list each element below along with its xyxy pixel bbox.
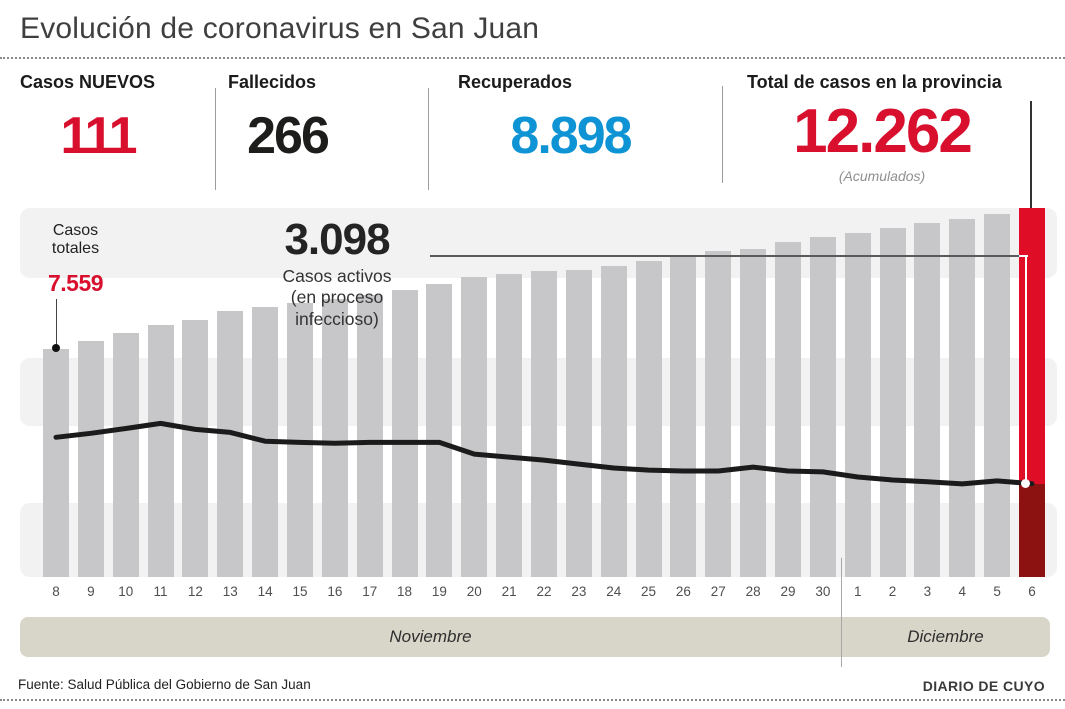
- source-credit: Fuente: Salud Pública del Gobierno de Sa…: [18, 677, 311, 692]
- callout-dot-active: [1021, 479, 1030, 488]
- bar-day-23: [565, 269, 592, 577]
- stat-value-new-cases: 111: [60, 107, 137, 165]
- x-tick-15: 15: [292, 584, 308, 599]
- x-tick-6: 6: [1028, 584, 1036, 599]
- month-december: Diciembre: [907, 627, 984, 646]
- bar-day-11: [147, 325, 174, 577]
- bar-day-9: [77, 341, 104, 577]
- stat-divider-3: [722, 86, 723, 183]
- x-tick-17: 17: [362, 584, 378, 599]
- chart: Casos totales 7.559 3.098 Casos activos …: [20, 200, 1057, 667]
- publisher-credit: DIARIO DE CUYO: [922, 678, 1045, 694]
- stat-note-accumulated: (Acumulados): [838, 168, 926, 184]
- bar-day-28: [740, 249, 767, 577]
- stat-label-new-cases: Casos NUEVOS: [20, 72, 156, 92]
- month-band: Noviembre Diciembre: [20, 617, 1050, 657]
- bar-day-29: [774, 242, 801, 577]
- x-tick-18: 18: [397, 584, 413, 599]
- bar-day-4: [949, 219, 976, 577]
- x-tick-29: 29: [780, 584, 796, 599]
- annotation-active-caption: Casos activos (en proceso infeccioso): [282, 266, 392, 329]
- stat-value-total: 12.262: [793, 97, 973, 166]
- page-title: Evolución de coronavirus en San Juan: [20, 12, 540, 45]
- x-tick-30: 30: [815, 584, 831, 599]
- annotation-total-cases-value: 7.559: [47, 270, 104, 296]
- bar-day-16: [321, 298, 348, 577]
- stat-label-total: Total de casos en la provincia: [747, 72, 1002, 92]
- callout-line-total: [1030, 101, 1032, 214]
- x-tick-2: 2: [888, 584, 897, 599]
- x-tick-8: 8: [52, 584, 60, 599]
- callout-line-first-bar: [56, 299, 57, 348]
- callout-line-active-white-v: [1025, 255, 1027, 483]
- annotation-active-value: 3.098: [284, 215, 390, 264]
- bar-day-15: [286, 302, 313, 577]
- x-tick-23: 23: [571, 584, 587, 599]
- x-tick-20: 20: [466, 584, 482, 599]
- x-tick-11: 11: [153, 584, 168, 599]
- stat-value-deaths: 266: [247, 107, 330, 165]
- x-tick-24: 24: [606, 584, 622, 599]
- bar-day-20: [461, 276, 488, 577]
- x-tick-1: 1: [853, 584, 862, 599]
- stat-label-recovered: Recuperados: [458, 72, 573, 92]
- bar-day-14: [252, 306, 279, 577]
- bar-day-24: [600, 265, 627, 577]
- month-november: Noviembre: [389, 627, 472, 646]
- x-tick-5: 5: [993, 584, 1001, 599]
- x-tick-10: 10: [118, 584, 134, 599]
- bar-day-1: [844, 233, 871, 577]
- bar-day-10: [112, 333, 139, 577]
- callout-dot-first-bar: [52, 344, 60, 352]
- bar-day-8: [43, 349, 69, 577]
- stat-divider-1: [215, 88, 216, 190]
- callout-line-active: [430, 255, 1019, 257]
- bar-day-5: [984, 214, 1011, 577]
- x-tick-16: 16: [327, 584, 343, 599]
- bar-inactive-segment: [1018, 483, 1045, 577]
- bar-day-26: [670, 255, 697, 577]
- callout-line-active-white-h: [1019, 255, 1028, 257]
- x-tick-3: 3: [923, 584, 932, 599]
- bar-day-30: [809, 236, 836, 577]
- bar-day-12: [182, 319, 209, 577]
- bar-day-3: [914, 223, 941, 577]
- annotation-total-cases-title: Casos totales: [51, 222, 100, 258]
- x-tick-22: 22: [536, 584, 552, 599]
- bar-day-19: [426, 283, 453, 577]
- x-tick-21: 21: [501, 584, 517, 599]
- bar-day-27: [705, 250, 732, 577]
- bar-day-13: [217, 311, 244, 577]
- stat-divider-2: [428, 88, 429, 190]
- x-tick-28: 28: [745, 584, 761, 599]
- x-tick-14: 14: [257, 584, 273, 599]
- bar-day-18: [391, 289, 418, 577]
- x-tick-13: 13: [222, 584, 238, 599]
- month-divider-line: [841, 558, 842, 667]
- x-tick-12: 12: [187, 584, 203, 599]
- x-tick-26: 26: [675, 584, 691, 599]
- dotted-divider-bottom: [0, 699, 1065, 701]
- x-tick-25: 25: [641, 584, 657, 599]
- bar-day-6: [1018, 207, 1045, 577]
- x-tick-9: 9: [87, 584, 95, 599]
- bar-day-25: [635, 260, 662, 577]
- x-tick-19: 19: [431, 584, 447, 599]
- bar-day-2: [879, 227, 906, 577]
- bar-day-22: [530, 270, 557, 577]
- plot-area: [20, 200, 1045, 577]
- stat-value-recovered: 8.898: [510, 107, 632, 165]
- x-tick-27: 27: [710, 584, 726, 599]
- stat-label-deaths: Fallecidos: [228, 72, 317, 92]
- x-tick-4: 4: [958, 584, 967, 599]
- dotted-divider-top: [0, 57, 1065, 59]
- x-axis-labels: 8 9 10 11 12 13 14 15 16 17 18 19 20 21 22 23 24 25 26 27 28…: [20, 584, 1045, 602]
- bar-day-17: [356, 294, 383, 577]
- bar-day-21: [496, 273, 523, 577]
